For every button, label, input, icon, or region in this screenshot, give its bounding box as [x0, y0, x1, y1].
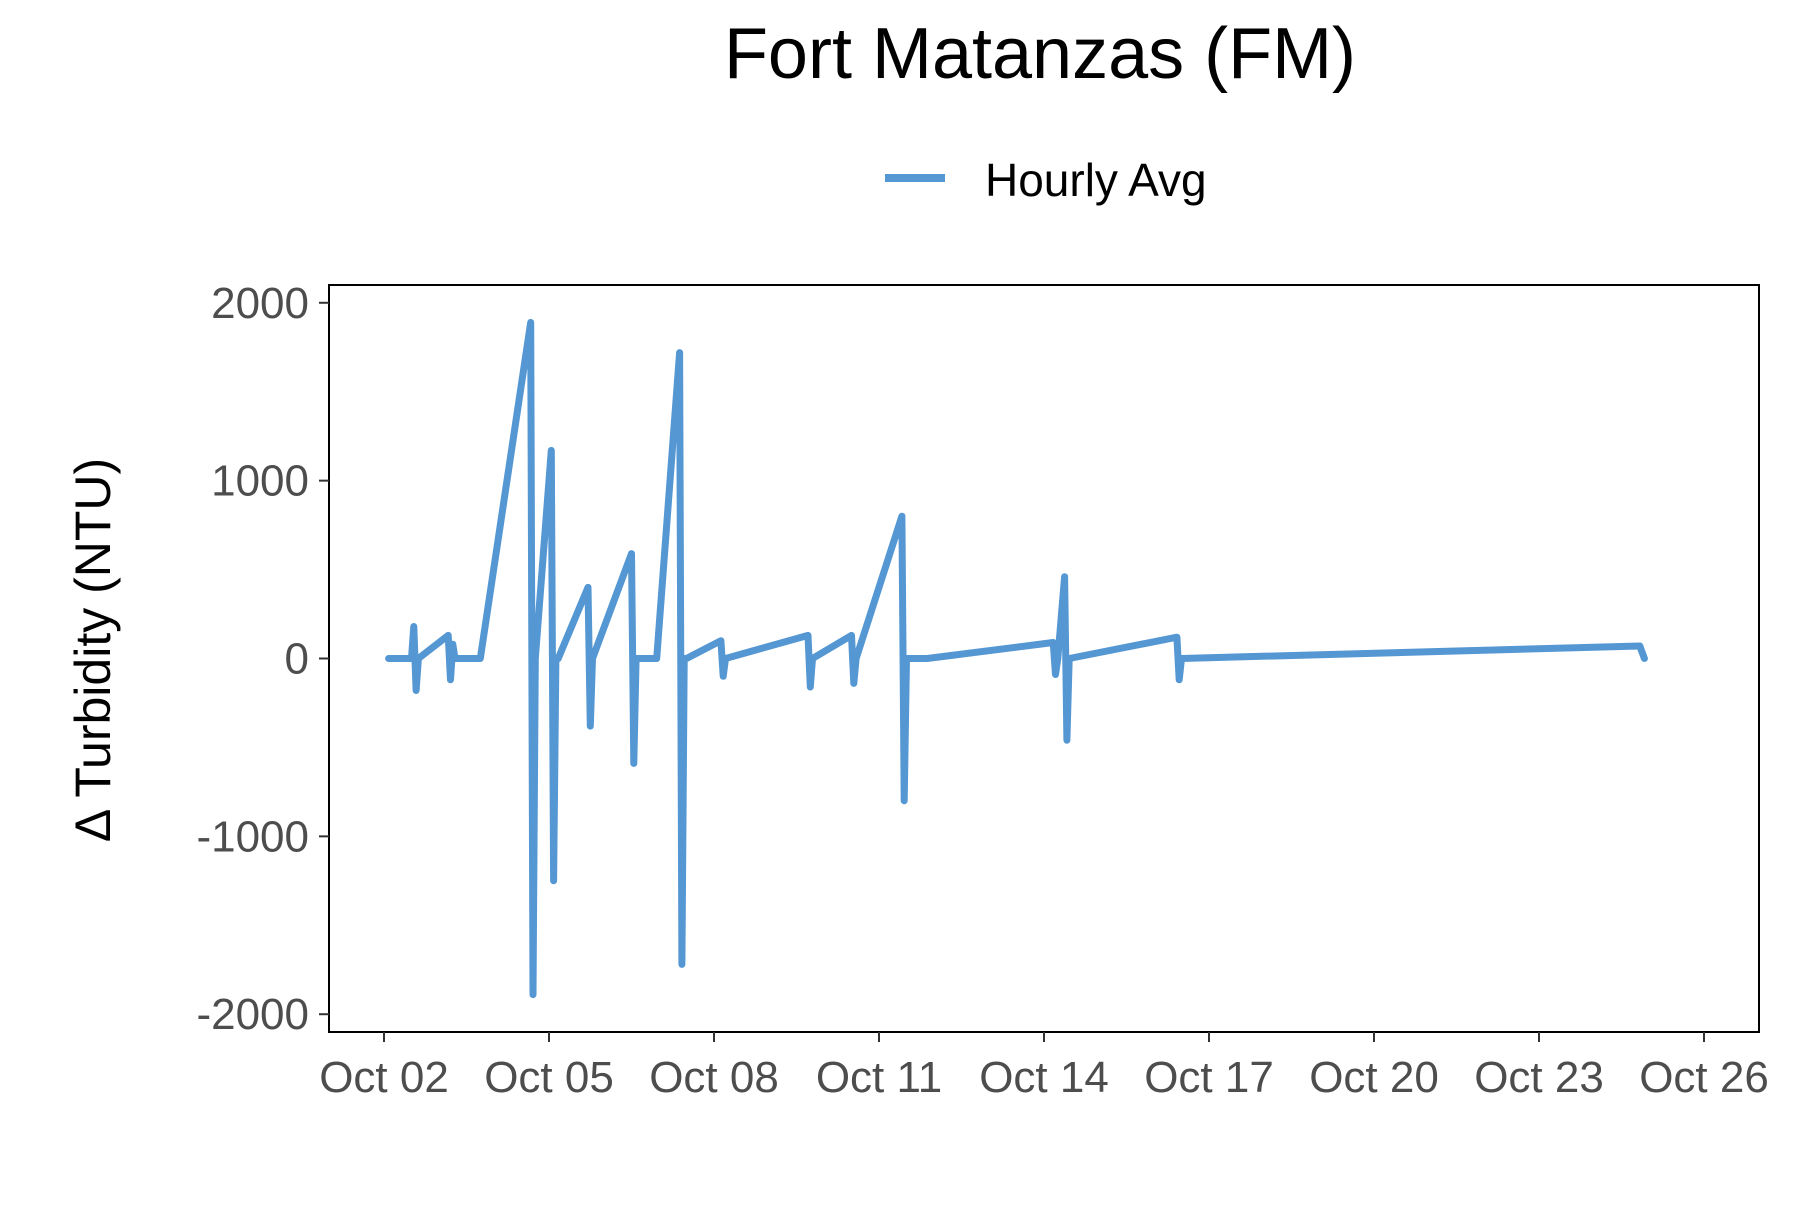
series-line-hourly-avg — [385, 318, 1648, 999]
y-tick-label: 0 — [285, 635, 309, 684]
chart-title: Fort Matanzas (FM) — [724, 14, 1356, 94]
x-tick-label: Oct 23 — [1474, 1053, 1604, 1102]
x-tick-label: Oct 20 — [1309, 1053, 1439, 1102]
legend-label-hourly-avg: Hourly Avg — [985, 154, 1207, 206]
y-tick-label: 2000 — [211, 279, 309, 328]
legend: Hourly Avg — [885, 154, 1207, 206]
y-tick-label: -2000 — [196, 990, 309, 1039]
y-tick-label: -1000 — [196, 812, 309, 861]
x-tick-label: Oct 14 — [979, 1053, 1109, 1102]
x-tick-label: Oct 05 — [484, 1053, 614, 1102]
x-tick-label: Oct 08 — [649, 1053, 779, 1102]
x-tick-label: Oct 17 — [1144, 1053, 1274, 1102]
x-axis: Oct 02 Oct 05 Oct 08 Oct 11 Oct 14 Oct 17 Oct … — [319, 1032, 1769, 1102]
y-axis: -2000 -1000 0 1000 2000 — [196, 279, 329, 1039]
x-tick-label: Oct 02 — [319, 1053, 449, 1102]
y-axis-label: Δ Turbidity (NTU) — [65, 458, 121, 842]
x-tick-label: Oct 11 — [816, 1053, 942, 1102]
y-tick-label: 1000 — [211, 457, 309, 506]
x-tick-label: Oct 26 — [1639, 1053, 1769, 1102]
